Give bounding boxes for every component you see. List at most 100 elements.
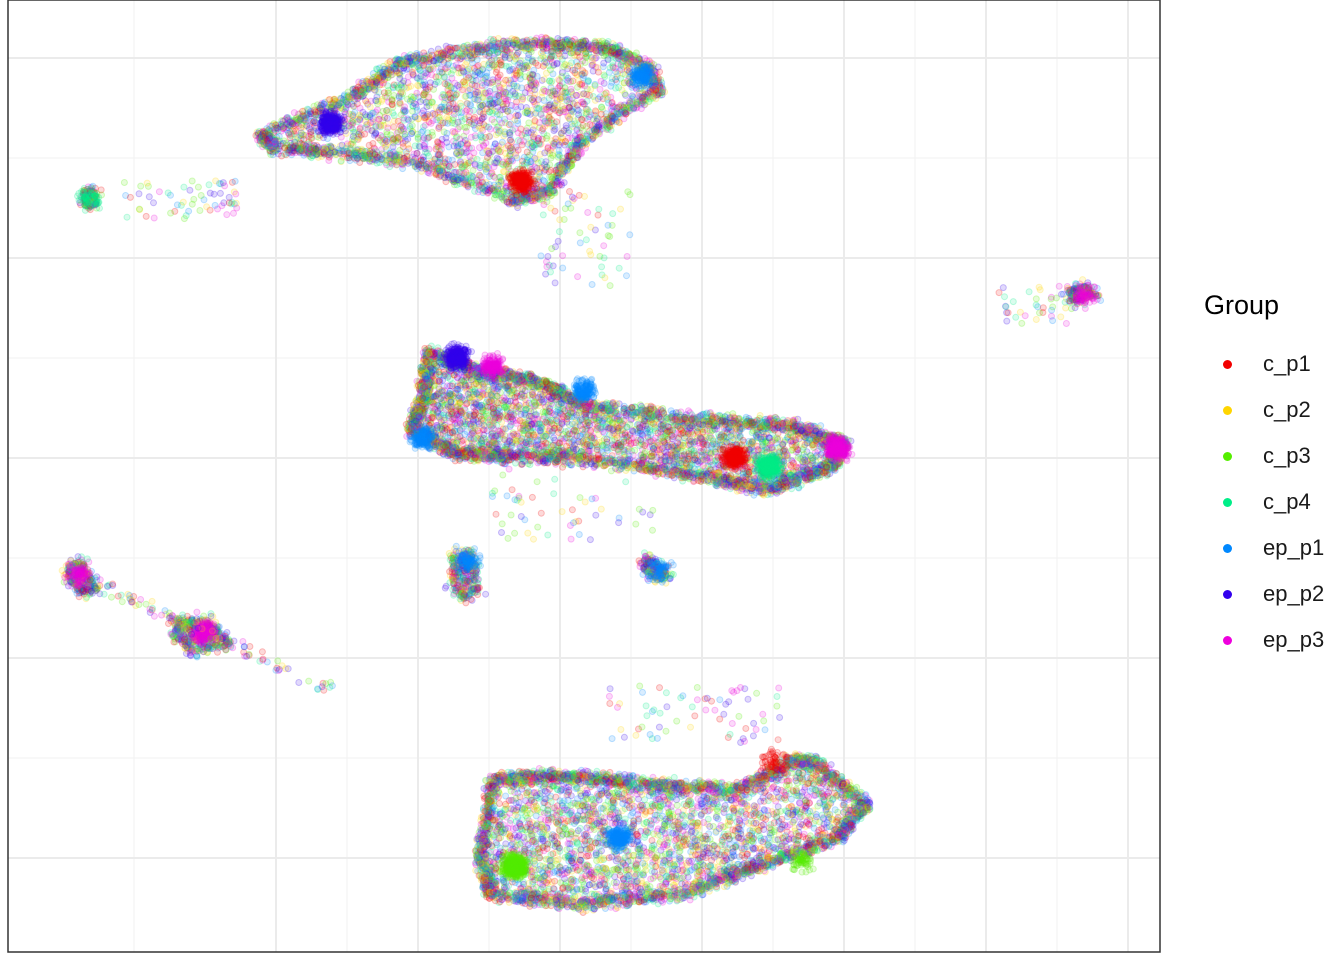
data-point	[483, 169, 489, 175]
data-point	[369, 128, 375, 134]
data-point	[579, 71, 585, 77]
data-point	[288, 144, 294, 150]
data-point	[318, 102, 324, 108]
data-point	[391, 93, 397, 99]
data-point	[384, 115, 390, 121]
data-point	[542, 150, 548, 156]
data-point	[315, 144, 321, 150]
data-point	[609, 46, 615, 52]
data-point	[639, 95, 645, 101]
data-point	[542, 62, 548, 68]
data-point	[401, 117, 407, 123]
data-point	[586, 78, 592, 84]
data-point	[434, 79, 440, 85]
data-point	[551, 140, 557, 146]
data-point	[568, 112, 574, 118]
data-point	[510, 88, 516, 94]
data-point	[478, 71, 484, 77]
data-point	[531, 145, 537, 151]
data-point	[582, 60, 588, 66]
data-point	[529, 43, 535, 49]
data-point	[558, 131, 564, 137]
data-point	[258, 138, 264, 144]
data-point	[455, 143, 461, 149]
data-point	[572, 67, 578, 73]
data-point	[471, 150, 477, 156]
data-point	[477, 145, 483, 151]
data-point	[409, 123, 415, 129]
data-point	[364, 100, 370, 106]
data-point	[595, 123, 601, 129]
data-point	[401, 60, 407, 66]
data-point	[592, 97, 598, 103]
data-point	[421, 112, 427, 118]
data-point	[559, 103, 565, 109]
data-point	[608, 127, 614, 133]
data-point	[491, 55, 497, 61]
data-point	[539, 90, 545, 96]
data-point	[522, 110, 528, 116]
data-point	[396, 85, 402, 91]
data-point	[440, 120, 446, 126]
data-point	[535, 138, 541, 144]
data-point	[367, 114, 373, 120]
data-point	[626, 51, 632, 57]
data-point	[633, 105, 639, 111]
data-point	[462, 181, 468, 187]
data-point	[468, 103, 474, 109]
data-point	[524, 149, 530, 155]
data-point	[455, 119, 461, 125]
data-point	[385, 60, 391, 66]
data-point	[402, 104, 408, 110]
data-point	[461, 79, 467, 85]
data-point	[499, 195, 505, 201]
data-point	[589, 58, 595, 64]
data-point	[496, 84, 502, 90]
data-point	[320, 116, 326, 122]
data-point	[381, 80, 387, 86]
data-point	[492, 119, 498, 125]
data-point	[391, 157, 397, 163]
data-point	[546, 121, 552, 127]
data-point	[391, 136, 397, 142]
data-point	[412, 114, 418, 120]
data-point	[448, 71, 454, 77]
data-point	[540, 53, 546, 59]
data-point	[536, 120, 542, 126]
data-point	[499, 139, 505, 145]
data-point	[365, 83, 371, 89]
data-point	[450, 176, 456, 182]
data-point	[435, 140, 441, 146]
data-point	[429, 52, 435, 58]
data-point	[492, 160, 498, 166]
data-point	[308, 129, 314, 135]
data-point	[477, 120, 483, 126]
data-point	[416, 63, 422, 69]
data-point	[518, 126, 524, 132]
data-point	[355, 116, 361, 122]
data-point	[570, 151, 576, 157]
data-point	[602, 44, 608, 50]
data-point	[359, 89, 365, 95]
data-point	[511, 81, 517, 87]
data-point	[290, 121, 296, 127]
data-point	[465, 42, 471, 48]
data-point	[385, 125, 391, 131]
data-point	[423, 163, 429, 169]
data-point	[559, 182, 565, 188]
data-point	[487, 93, 493, 99]
data-point	[525, 55, 531, 61]
data-point	[563, 123, 569, 129]
data-point	[570, 92, 576, 98]
data-point	[408, 83, 414, 89]
data-point	[367, 151, 373, 157]
data-point	[486, 124, 492, 130]
data-point	[307, 146, 313, 152]
data-point	[419, 129, 425, 135]
data-point	[427, 84, 433, 90]
data-point	[323, 110, 329, 116]
data-point	[443, 179, 449, 185]
data-point	[345, 89, 351, 95]
data-point	[430, 132, 436, 138]
data-point	[486, 148, 492, 154]
